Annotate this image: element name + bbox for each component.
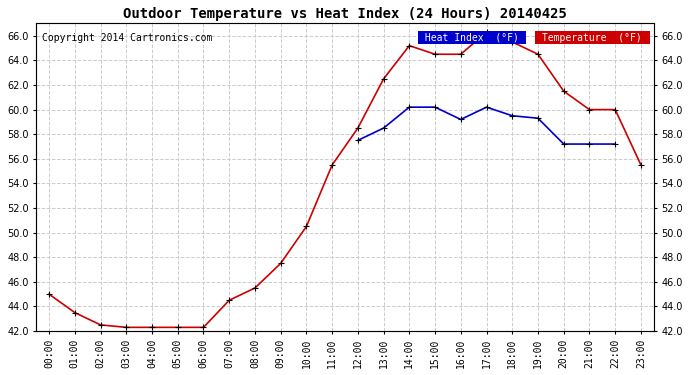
Text: Temperature  (°F): Temperature (°F) bbox=[536, 33, 648, 43]
Title: Outdoor Temperature vs Heat Index (24 Hours) 20140425: Outdoor Temperature vs Heat Index (24 Ho… bbox=[123, 7, 567, 21]
Text: Copyright 2014 Cartronics.com: Copyright 2014 Cartronics.com bbox=[42, 33, 213, 43]
Text: Heat Index  (°F): Heat Index (°F) bbox=[419, 33, 525, 43]
